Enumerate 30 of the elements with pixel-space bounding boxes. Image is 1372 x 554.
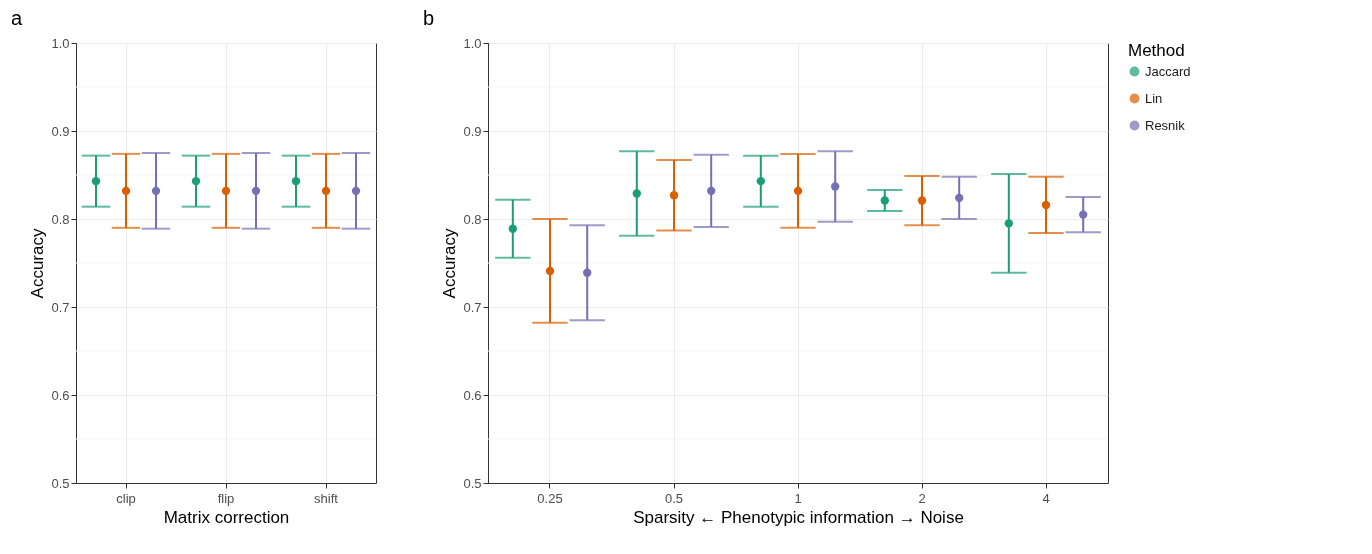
y-tick-label: 1.0: [51, 35, 70, 51]
x-tick-label: 0.5: [664, 490, 684, 506]
chart-title: a: [11, 7, 23, 29]
y-tick-label: 0.9: [51, 123, 70, 139]
y-axis-title: Accuracy: [440, 228, 460, 299]
y-tick-label: 0.5: [51, 475, 70, 491]
y-tick-label: 0.8: [51, 211, 70, 227]
y-tick-label: 0.7: [463, 299, 482, 315]
x-axis-title: Matrix correction: [163, 507, 290, 527]
x-tick-label: flip: [217, 490, 235, 506]
y-tick-label: 0.9: [463, 123, 482, 139]
y-tick-label: 0.6: [463, 387, 482, 403]
y-axis-title: Accuracy: [28, 228, 48, 299]
legend-label: Jaccard: [1145, 63, 1191, 79]
legend-label: Lin: [1145, 90, 1163, 106]
y-tick-label: 0.7: [51, 299, 70, 315]
x-tick-label: 2: [918, 490, 926, 506]
y-tick-label: 0.8: [463, 211, 482, 227]
x-tick-label: clip: [116, 490, 136, 506]
chart-title: b: [423, 7, 435, 29]
legend-title: Method: [1128, 41, 1185, 60]
legend-label: Resnik: [1145, 117, 1186, 133]
y-tick-label: 0.6: [51, 387, 70, 403]
x-tick-label: 1: [794, 490, 802, 506]
y-tick-label: 1.0: [463, 35, 482, 51]
x-tick-label: 0.25: [537, 490, 563, 506]
y-tick-label: 0.5: [463, 475, 482, 491]
x-tick-label: 4: [1042, 490, 1050, 506]
x-tick-label: shift: [314, 490, 339, 506]
x-axis-title: Sparsity ← Phenotypic information → Noise: [633, 507, 964, 527]
